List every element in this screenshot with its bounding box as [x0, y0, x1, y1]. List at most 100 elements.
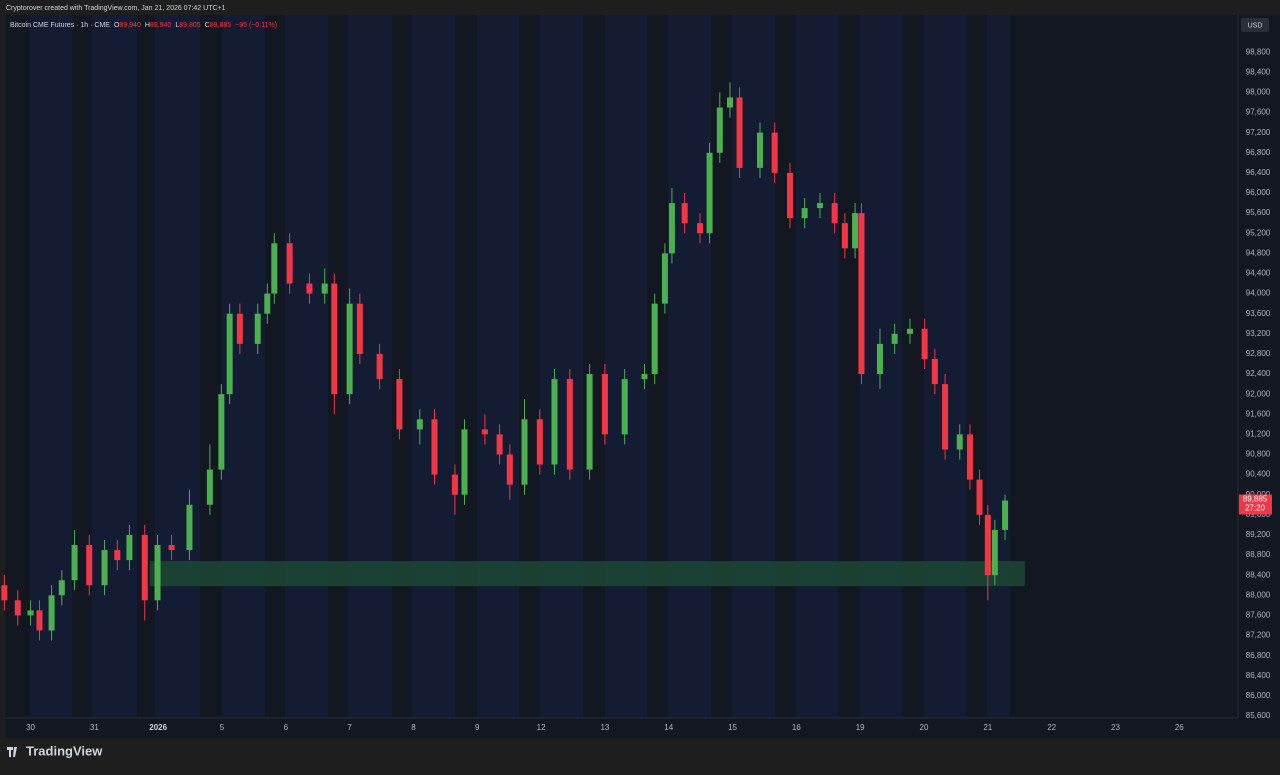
candle-body [984, 514, 991, 576]
x-tick-label: 7 [347, 723, 352, 732]
x-tick-label: 12 [537, 723, 546, 732]
y-tick-label: 94,800 [1246, 248, 1271, 257]
candle-body [71, 545, 78, 581]
y-tick-label: 89,200 [1246, 530, 1271, 539]
candle-body [586, 374, 593, 470]
legend-key: C [205, 22, 210, 29]
y-tick-label: 92,400 [1246, 369, 1271, 378]
candle-body [756, 132, 763, 168]
y-tick-label: 91,200 [1246, 429, 1271, 438]
candle-body [431, 419, 438, 475]
y-tick-label: 93,200 [1246, 329, 1271, 338]
legend-symbol: Bitcoin CME Futures · 1h · CME [10, 22, 110, 29]
legend-key: H [145, 22, 150, 29]
candle-body [566, 379, 573, 470]
x-tick-label: 16 [792, 723, 801, 732]
candle-body [346, 303, 353, 395]
currency-badge[interactable] [1241, 18, 1269, 32]
candle-body [36, 610, 43, 631]
candle-body [226, 313, 233, 395]
x-tick-label: 23 [1111, 723, 1120, 732]
legend-value: 89,885 [210, 22, 232, 29]
candle-body [841, 223, 848, 249]
currency[interactable]: USD [1248, 22, 1263, 29]
legend-value: 89,805 [179, 22, 201, 29]
x-tick-label: 19 [856, 723, 865, 732]
candle-body [966, 434, 973, 480]
y-tick-label: 93,600 [1246, 309, 1271, 318]
candle-body [376, 353, 383, 380]
candle-body [551, 379, 558, 465]
candle-body [852, 213, 859, 249]
candle-body [801, 208, 808, 219]
candle-body [521, 419, 528, 485]
candle-body [331, 283, 338, 395]
y-tick-label: 95,200 [1246, 228, 1271, 237]
candle-body [126, 534, 133, 561]
x-tick-label: 2026 [149, 723, 167, 732]
legend-key: O [114, 22, 120, 29]
attribution: Cryptorover created with TradingView.com… [6, 5, 226, 12]
y-tick-label: 87,200 [1246, 631, 1271, 640]
candle-body [141, 534, 148, 601]
candle-body [942, 384, 949, 450]
candle-body [218, 394, 225, 470]
y-tick-label: 90,000 [1246, 490, 1271, 499]
x-tick-label: 14 [664, 723, 673, 732]
candle-body [416, 419, 423, 430]
y-tick-label: 97,600 [1246, 108, 1271, 117]
candle-body [286, 243, 293, 284]
candle-body [506, 454, 513, 485]
candle-body [858, 213, 865, 375]
candle-body [1002, 500, 1009, 530]
y-tick-label: 96,400 [1246, 168, 1271, 177]
x-tick-label: 9 [475, 723, 480, 732]
logo: TradingView [7, 743, 103, 758]
candle-body [601, 374, 608, 435]
x-tick-label: 15 [728, 723, 737, 732]
y-tick-label: 96,000 [1246, 188, 1271, 197]
brand: TradingView [26, 743, 103, 758]
time-axis-bg [5, 718, 1280, 738]
x-tick-label: 5 [220, 723, 225, 732]
y-tick-label: 88,400 [1246, 570, 1271, 579]
x-tick-label: 30 [26, 723, 35, 732]
candle-body [956, 434, 963, 450]
candle-body [168, 545, 175, 551]
y-tick-label: 94,000 [1246, 289, 1271, 298]
candle-body [921, 328, 928, 359]
y-tick-label: 86,000 [1246, 691, 1271, 700]
y-tick-label: 90,800 [1246, 450, 1271, 459]
candle-body [726, 97, 733, 108]
candle-body [236, 313, 243, 344]
y-tick-label: 98,000 [1246, 88, 1271, 97]
candle-body [114, 550, 121, 561]
candle-body [876, 343, 883, 375]
candle-body [621, 379, 628, 435]
candle-body [716, 107, 723, 153]
legend: Bitcoin CME Futures · 1h · CME O 89,940 H 89… [10, 22, 277, 29]
last-price: 89,885 [1243, 495, 1268, 504]
candle-body [461, 429, 468, 495]
y-tick-label: 92,800 [1246, 349, 1271, 358]
candle-body [58, 580, 65, 596]
y-tick-label: 97,200 [1246, 128, 1271, 137]
x-tick-label: 20 [920, 723, 929, 732]
candle-body [101, 550, 108, 586]
candle-body [496, 434, 503, 455]
countdown: 27:20 [1245, 504, 1266, 513]
candle-body [816, 203, 823, 209]
candle-body [86, 545, 93, 586]
candle-body [451, 474, 458, 495]
legend-value: 89,940 [150, 22, 172, 29]
x-tick-label: 21 [983, 723, 992, 732]
y-tick-label: 92,000 [1246, 389, 1271, 398]
y-tick-label: 96,800 [1246, 148, 1271, 157]
candle-body [321, 283, 328, 294]
y-tick-label: 95,600 [1246, 208, 1271, 217]
candle-body [696, 223, 703, 234]
candle-body [931, 358, 938, 385]
price-axis-bg [1238, 15, 1280, 718]
